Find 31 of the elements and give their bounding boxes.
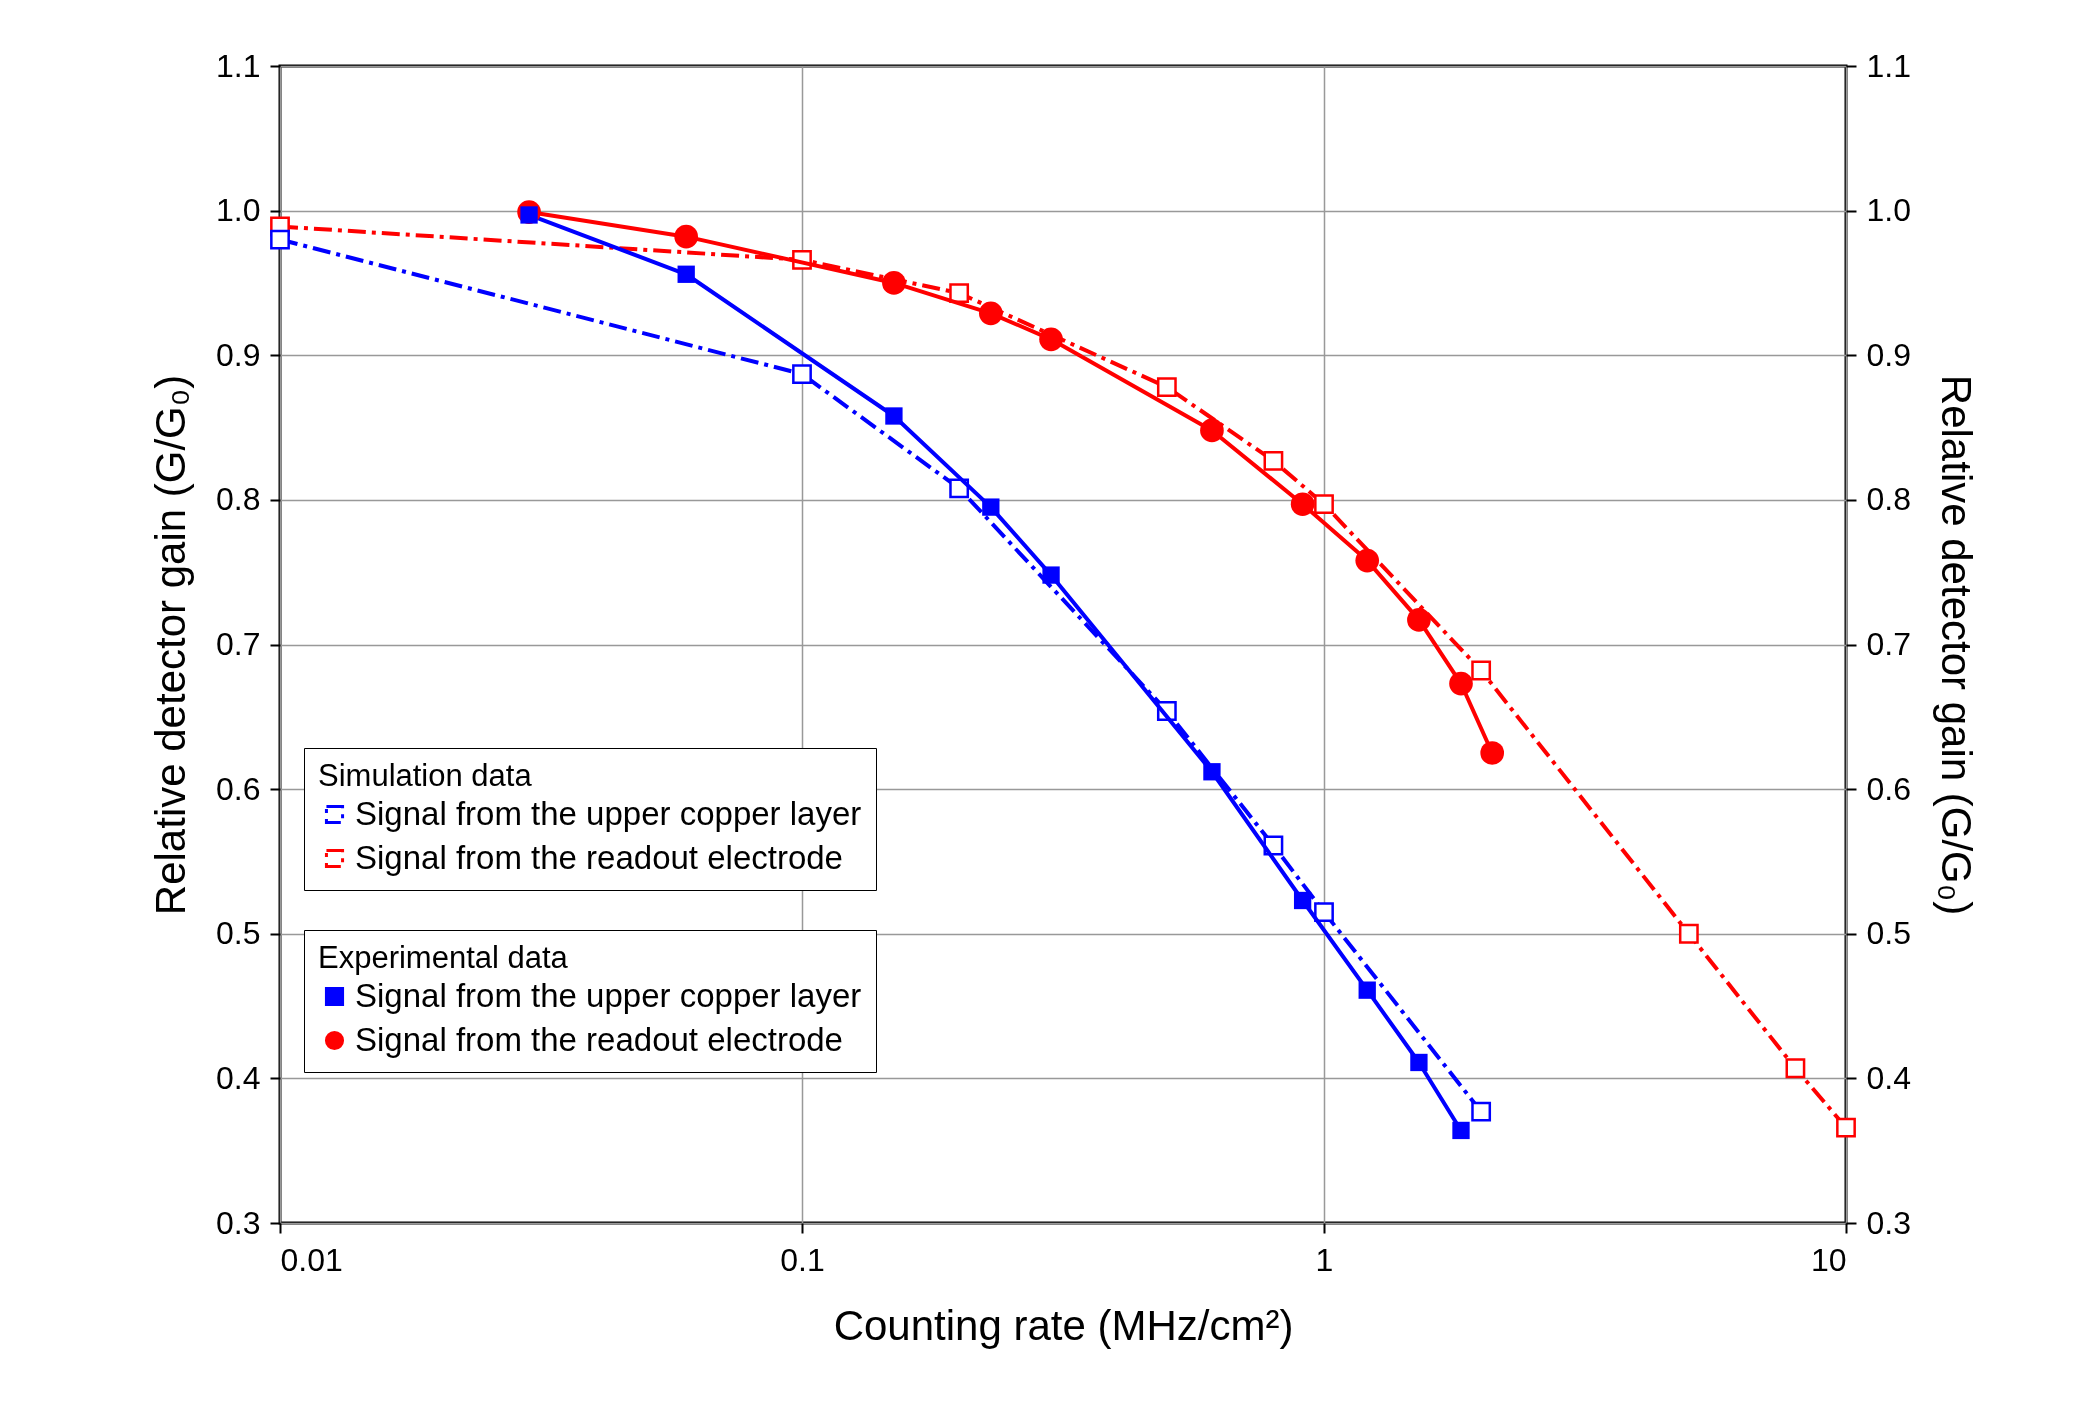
x-tick-label: 0.1 [780,1241,825,1278]
y-axis-title: Relative detector gain (G/G₀) [147,374,195,916]
annotation: Experimental data [318,940,569,975]
legend-label: Signal from the readout electrode [355,838,843,876]
annotation: Simulation data [318,758,533,793]
y2-tick-label: 0.6 [1866,770,1911,807]
legend-label: Signal from the readout electrode [355,1020,843,1058]
x-axis-title: Counting rate (MHz/cm²) [833,1301,1294,1349]
y-tick-label: 0.3 [216,1204,261,1241]
y2-tick-label: 1.1 [1866,47,1911,84]
legend-label: Signal from the upper copper layer [355,794,862,832]
y-tick-label: 0.6 [216,770,261,807]
y-tick-label: 1.0 [216,192,261,229]
y2-tick-label: 0.8 [1866,481,1911,518]
y2-tick-label: 0.3 [1866,1204,1911,1241]
y-tick-label: 0.8 [216,481,261,518]
y2-tick-label: 0.4 [1866,1059,1911,1096]
x-tick-label: 0.01 [280,1241,343,1278]
legend-label: Signal from the upper copper layer [355,976,862,1014]
y2-tick-label: 1.0 [1866,192,1911,229]
y2-tick-label: 0.9 [1866,336,1911,373]
x-tick-label: 1 [1315,1241,1334,1278]
y2-tick-label: 0.7 [1866,626,1911,662]
y2-axis-title: Relative detector gain (G/G₀) [1932,374,1980,916]
y-tick-label: 0.7 [216,626,261,662]
y-tick-label: 1.1 [216,47,261,84]
x-tick-label: 10 [1810,1241,1847,1278]
y2-tick-label: 0.5 [1866,915,1911,952]
y-tick-label: 0.9 [216,336,261,373]
y-tick-label: 0.4 [216,1059,261,1096]
y-tick-label: 0.5 [216,915,261,952]
